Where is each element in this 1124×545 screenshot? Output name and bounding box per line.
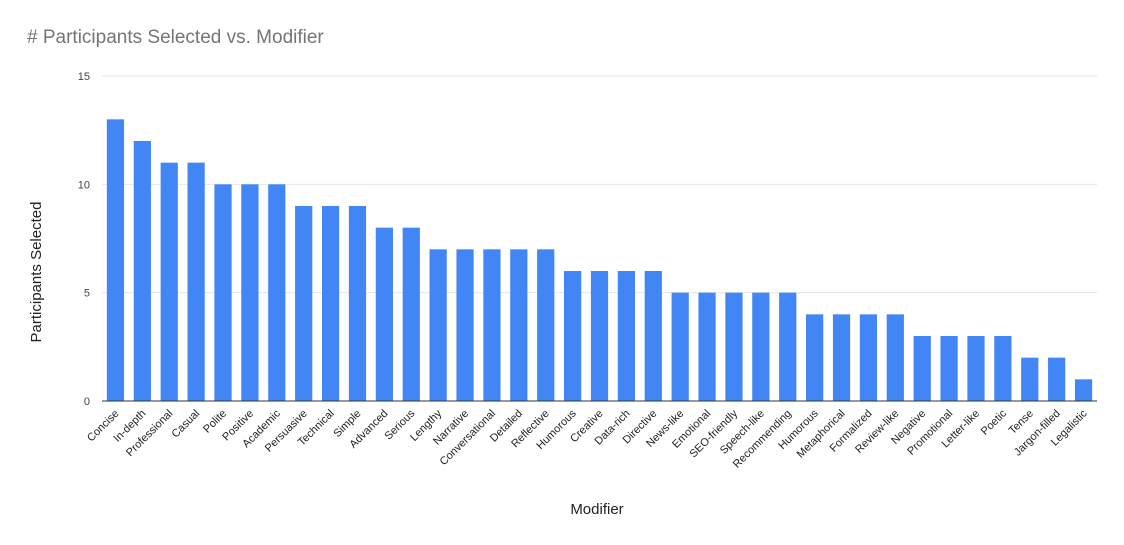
x-tick-label: Casual	[170, 408, 203, 441]
bar	[590, 271, 609, 401]
bar	[779, 292, 797, 401]
y-tick-label: 10	[78, 179, 90, 191]
bar	[537, 249, 555, 401]
bar	[859, 314, 878, 401]
bar	[698, 292, 716, 401]
y-tick-labels: 0 5 10 15	[78, 71, 90, 408]
bar	[940, 336, 958, 401]
bar	[241, 184, 259, 401]
bar	[187, 162, 205, 401]
bar	[725, 292, 743, 401]
bar	[214, 184, 232, 401]
y-tick-label: 0	[84, 396, 90, 408]
bar	[967, 336, 985, 401]
bar	[429, 249, 447, 401]
bar	[133, 141, 151, 401]
bar	[1074, 379, 1093, 401]
x-tick-label: Poetic	[979, 407, 1009, 437]
bar	[268, 184, 286, 401]
bar	[483, 249, 501, 401]
y-axis-title: Participants Selected	[28, 202, 45, 343]
bar	[617, 271, 635, 401]
bar	[886, 314, 904, 401]
y-tick-label: 15	[78, 71, 90, 83]
bar	[106, 119, 125, 401]
bar	[1021, 357, 1039, 401]
bar	[752, 292, 770, 401]
bar	[160, 162, 178, 401]
bar	[644, 271, 662, 401]
bar	[671, 292, 689, 401]
bar	[375, 227, 393, 401]
bar	[806, 314, 824, 401]
bar	[994, 336, 1012, 401]
x-tick-labels: ConciseIn-depthProfessionalCasualPoliteP…	[85, 407, 1090, 470]
bar	[832, 314, 851, 401]
bar	[564, 271, 582, 401]
x-axis-title: Modifier	[570, 501, 623, 518]
bars	[106, 119, 1093, 401]
bar	[348, 206, 367, 401]
bar	[913, 336, 931, 401]
bar	[321, 206, 340, 401]
bar	[456, 249, 474, 401]
chart-title: # Participants Selected vs. Modifier	[27, 27, 324, 48]
bar	[295, 206, 313, 401]
y-tick-label: 5	[84, 288, 90, 300]
bar	[402, 227, 420, 401]
bar	[1048, 357, 1066, 401]
bar	[510, 249, 528, 401]
